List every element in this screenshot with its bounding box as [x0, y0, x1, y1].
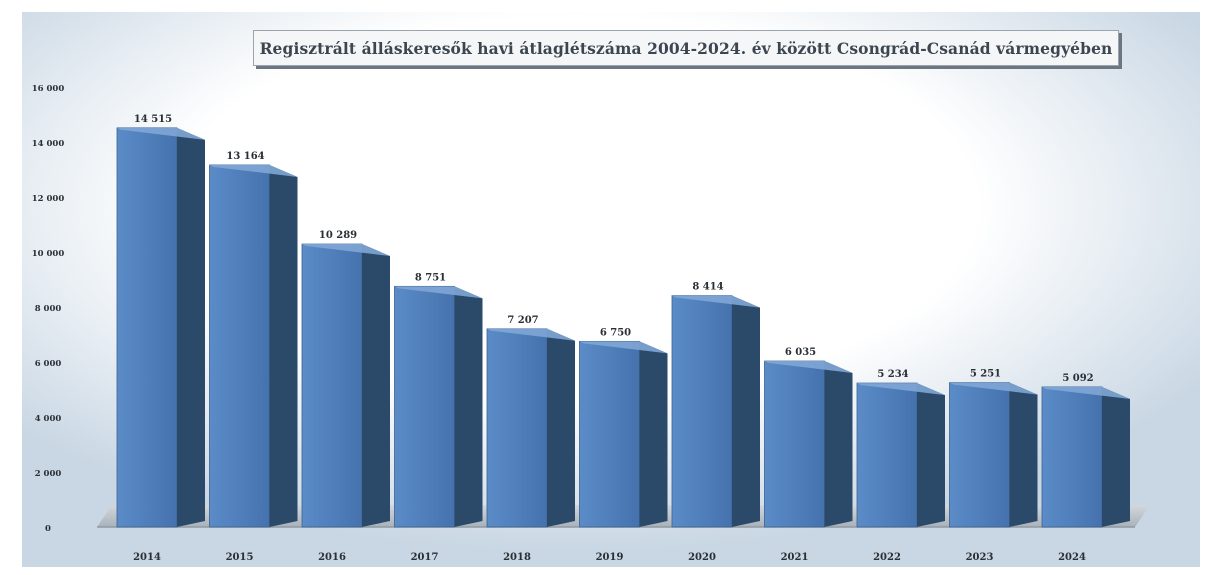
data-label: 8 751	[415, 272, 446, 283]
bar-side	[732, 295, 760, 527]
data-label: 8 414	[692, 282, 723, 293]
data-label: 14 515	[134, 114, 172, 125]
y-tick-label: 0	[45, 524, 51, 534]
bar	[394, 285, 455, 528]
bar-side	[917, 383, 945, 527]
y-tick-label: 4 000	[35, 414, 62, 424]
bar-side	[1102, 386, 1130, 527]
chart-title-box: Regisztrált álláskeresők havi átlaglétsz…	[253, 30, 1119, 66]
x-tick-label: 2024	[1058, 552, 1086, 563]
x-tick-label: 2014	[133, 552, 161, 563]
bar	[856, 382, 918, 528]
bar	[579, 340, 640, 528]
bar-side	[177, 127, 205, 528]
chart-title: Regisztrált álláskeresők havi átlaglétsz…	[259, 38, 1113, 58]
bar-top	[117, 127, 205, 140]
x-tick-label: 2016	[318, 552, 346, 563]
bar-top	[1042, 386, 1130, 399]
bar-side	[824, 361, 853, 527]
bar	[764, 360, 825, 528]
bar-top	[579, 341, 668, 354]
y-tick-label: 12 000	[32, 194, 65, 204]
bar-side	[362, 244, 390, 528]
y-tick-label: 8 000	[35, 304, 62, 314]
bar-top	[672, 295, 760, 308]
x-tick-label: 2021	[781, 552, 809, 563]
x-tick-label: 2020	[688, 552, 716, 563]
bar-side	[454, 286, 483, 527]
y-tick-label: 14 000	[32, 139, 65, 149]
bar-side	[1009, 382, 1038, 527]
y-tick-label: 10 000	[32, 249, 65, 259]
bar	[949, 382, 1010, 528]
data-label: 10 289	[319, 230, 357, 241]
bar-top	[857, 383, 945, 396]
bar-side	[639, 341, 668, 527]
bar	[301, 243, 363, 528]
bar	[486, 328, 548, 528]
data-label: 13 164	[226, 151, 264, 162]
bar-top	[949, 382, 1038, 395]
y-tick-label: 6 000	[35, 359, 62, 369]
y-tick-label: 2 000	[35, 469, 62, 479]
data-label: 6 750	[600, 327, 631, 338]
x-tick-label: 2018	[503, 552, 531, 563]
bar	[671, 295, 733, 528]
x-tick-label: 2015	[226, 552, 254, 563]
bar-side	[269, 164, 298, 528]
x-tick-label: 2023	[966, 552, 994, 563]
bar-top	[487, 328, 575, 341]
bar-top	[764, 361, 853, 374]
bar	[116, 127, 178, 528]
bar-top	[209, 164, 298, 177]
bar-top	[302, 244, 390, 257]
y-tick-label: 16 000	[32, 84, 65, 94]
x-tick-label: 2022	[873, 552, 901, 563]
data-label: 5 234	[877, 369, 908, 380]
bar-top	[394, 286, 483, 299]
data-label: 5 251	[970, 369, 1001, 380]
data-label: 7 207	[507, 315, 538, 326]
bar	[1041, 386, 1103, 528]
x-tick-label: 2017	[411, 552, 439, 563]
data-label: 5 092	[1062, 373, 1093, 384]
data-label: 6 035	[785, 347, 816, 358]
x-tick-label: 2019	[596, 552, 624, 563]
bar	[209, 164, 270, 528]
bar-side	[547, 328, 575, 527]
